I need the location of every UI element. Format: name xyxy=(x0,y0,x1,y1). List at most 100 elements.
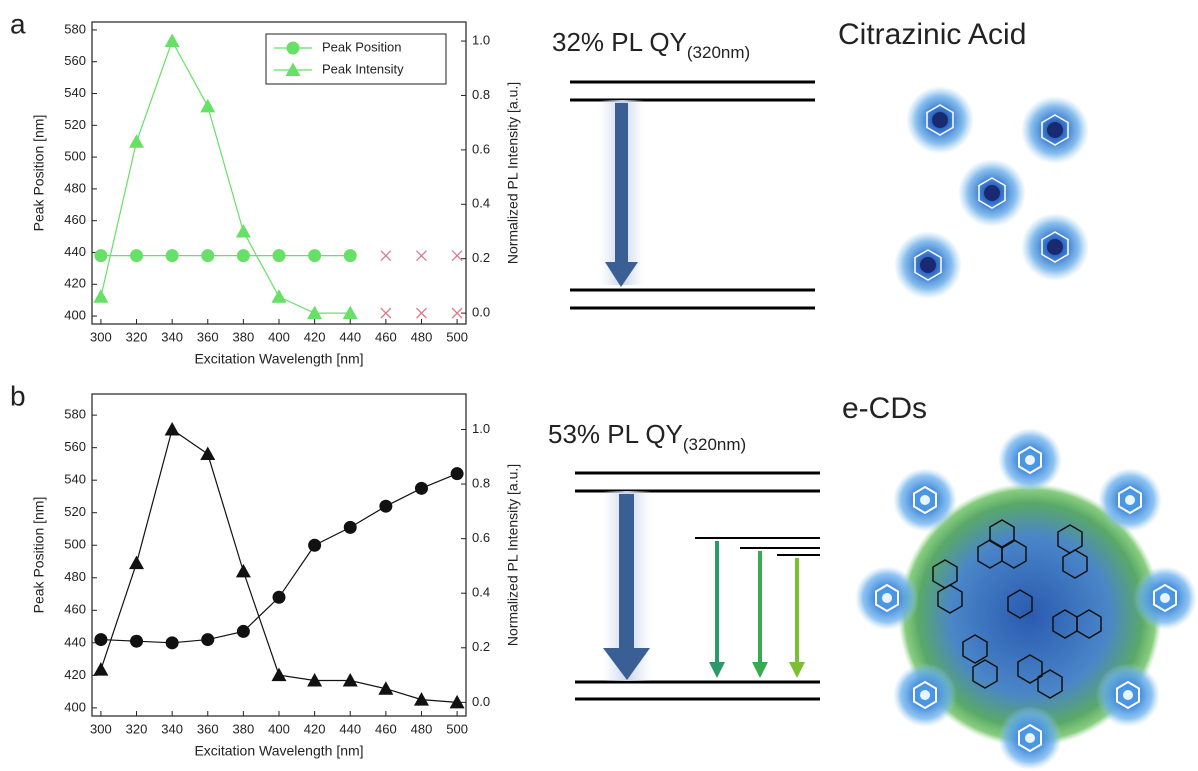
x-tick-label: 480 xyxy=(411,329,433,344)
point xyxy=(343,520,357,534)
point xyxy=(342,673,358,687)
x-tick-label: 460 xyxy=(375,721,397,736)
y-tick-label: 500 xyxy=(64,537,86,552)
point xyxy=(164,33,180,48)
point xyxy=(416,250,427,262)
y2-tick-label: 0.8 xyxy=(472,475,490,490)
y-tick-label: 480 xyxy=(64,569,86,584)
y-tick-label: 420 xyxy=(64,276,86,291)
y2-tick-label: 0.2 xyxy=(472,639,490,654)
x-tick-label: 420 xyxy=(304,721,326,736)
x-tick-label: 500 xyxy=(446,329,468,344)
y2-tick-label: 0.8 xyxy=(472,87,490,102)
point xyxy=(130,634,144,648)
point xyxy=(164,421,180,436)
x-tick-label: 500 xyxy=(446,721,468,736)
point xyxy=(451,250,463,262)
x-axis-title: Excitation Wavelength [nm] xyxy=(194,743,363,759)
point xyxy=(271,667,287,682)
y-tick-label: 460 xyxy=(64,602,86,617)
point xyxy=(200,446,216,461)
y2-tick-label: 0.6 xyxy=(472,141,490,156)
y-axis-title: Peak Position [nm] xyxy=(31,497,47,614)
point xyxy=(272,249,286,263)
y-tick-label: 580 xyxy=(64,407,86,422)
point xyxy=(271,289,287,303)
y-tick-label: 400 xyxy=(64,699,86,714)
point xyxy=(200,98,216,113)
series-line xyxy=(100,428,458,703)
point xyxy=(307,673,323,687)
x-tick-label: 420 xyxy=(304,329,326,344)
legend-label: Peak Position xyxy=(322,39,402,54)
point xyxy=(93,662,109,676)
point xyxy=(130,249,144,263)
point xyxy=(449,694,465,709)
y2-tick-label: 0.2 xyxy=(472,250,490,265)
y2-tick-label: 0.4 xyxy=(472,196,490,211)
y-tick-label: 540 xyxy=(64,472,86,487)
point xyxy=(94,633,108,647)
x-tick-label: 300 xyxy=(90,329,112,344)
molecules xyxy=(894,86,1089,299)
y-tick-label: 460 xyxy=(64,212,86,227)
point xyxy=(450,467,464,481)
point xyxy=(129,134,145,148)
point xyxy=(165,249,179,263)
x-tick-label: 440 xyxy=(339,721,361,736)
x-tick-label: 440 xyxy=(339,329,361,344)
legend-marker xyxy=(285,62,301,76)
y-tick-label: 420 xyxy=(64,667,86,682)
emission-arrow xyxy=(603,494,650,680)
y-tick-label: 520 xyxy=(64,504,86,519)
series-line xyxy=(100,473,458,644)
trap-arrows xyxy=(709,541,805,678)
point xyxy=(413,692,429,706)
point xyxy=(308,249,322,263)
x-tick-label: 320 xyxy=(126,329,148,344)
y2-tick-label: 0.4 xyxy=(472,585,490,600)
x-tick-label: 400 xyxy=(268,329,290,344)
point xyxy=(165,636,179,650)
x-tick-label: 360 xyxy=(197,721,219,736)
y-tick-label: 400 xyxy=(64,307,86,322)
point xyxy=(235,563,251,578)
y-tick-label: 560 xyxy=(64,53,86,68)
series-line xyxy=(100,39,351,314)
point xyxy=(201,633,215,647)
point xyxy=(308,538,322,552)
point xyxy=(272,590,286,604)
point xyxy=(94,249,108,263)
emission-arrow xyxy=(605,103,638,287)
point xyxy=(93,289,109,303)
y-tick-label: 500 xyxy=(64,149,86,164)
y-tick-label: 440 xyxy=(64,244,86,259)
diagram-title: Citrazinic Acid xyxy=(838,18,1026,51)
x-tick-label: 340 xyxy=(161,721,183,736)
y-tick-label: 560 xyxy=(64,439,86,454)
point xyxy=(416,307,427,319)
y-tick-label: 580 xyxy=(64,21,86,36)
y2-tick-label: 0.0 xyxy=(472,305,490,320)
x-tick-label: 400 xyxy=(268,721,290,736)
point xyxy=(380,250,392,262)
y2-tick-label: 0.6 xyxy=(472,530,490,545)
x-tick-label: 360 xyxy=(197,329,219,344)
diagram-title: e-CDs xyxy=(842,392,927,425)
legend-label: Peak Intensity xyxy=(322,61,404,76)
x-tick-label: 320 xyxy=(126,721,148,736)
y2-tick-label: 1.0 xyxy=(472,32,490,47)
y2-axis-title: Normalized PL Intensity [a.u.] xyxy=(505,464,521,646)
point xyxy=(451,307,463,319)
legend-marker xyxy=(286,41,300,55)
qy-label: 53% PL QY(320nm) xyxy=(548,419,746,455)
y2-tick-label: 1.0 xyxy=(472,421,490,436)
y2-tick-label: 0.0 xyxy=(472,694,490,709)
x-axis-title: Excitation Wavelength [nm] xyxy=(194,351,363,367)
y-tick-label: 480 xyxy=(64,180,86,195)
point xyxy=(379,499,393,513)
point xyxy=(307,305,323,320)
panel-label: b xyxy=(10,380,26,411)
point xyxy=(235,223,251,238)
